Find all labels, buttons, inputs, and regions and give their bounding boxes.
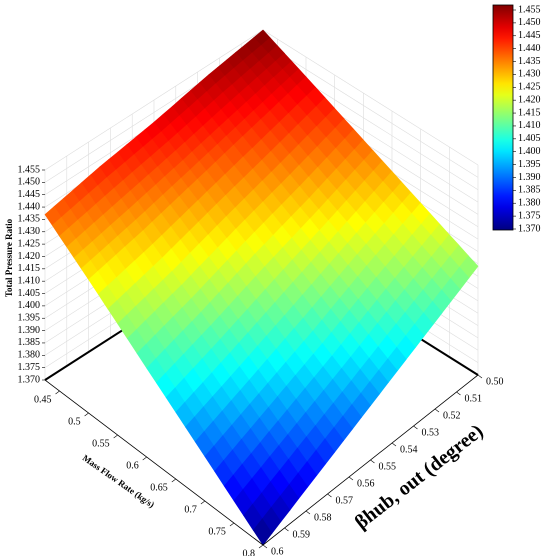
colorbar-tick-label: 1.445 (518, 30, 541, 41)
y-tick (434, 408, 440, 413)
z-tick-label: 1.415 (18, 263, 41, 274)
y-tick-label: 0.56 (357, 478, 375, 489)
z-tick-label: 1.405 (18, 288, 41, 299)
z-tick-label: 1.375 (18, 362, 41, 373)
y-tick (262, 544, 268, 549)
x-tick-label: 0.5 (68, 416, 81, 427)
z-tick-label: 1.430 (18, 226, 41, 237)
y-tick-label: 0.58 (314, 512, 332, 523)
x-tick-label: 0.75 (208, 526, 226, 537)
colorbar-tick-label: 1.380 (518, 198, 541, 209)
y-tick-label: 0.54 (400, 444, 418, 455)
colorbar (492, 4, 514, 231)
colorbar-tick-label: 1.440 (518, 43, 541, 54)
x-tick-label: 0.6 (126, 460, 139, 471)
z-tick-label: 1.435 (18, 214, 41, 225)
z-tick-label: 1.390 (18, 325, 41, 336)
colorbar-tick-label: 1.395 (518, 159, 541, 170)
surface (44, 29, 479, 546)
colorbar-tick-label: 1.430 (518, 69, 541, 80)
z-tick-label: 1.450 (18, 177, 41, 188)
z-tick-label: 1.385 (18, 337, 41, 348)
y-tick-label: 0.55 (379, 461, 397, 472)
x-tick-label: 0.7 (184, 504, 197, 515)
z-tick-label: 1.445 (18, 189, 41, 200)
colorbar-tick-label: 1.450 (518, 17, 541, 28)
y-tick (456, 391, 461, 396)
x-tick (84, 412, 89, 417)
y-tick (413, 425, 418, 430)
colorbar-tick-label: 1.455 (518, 4, 541, 15)
x-tick (113, 434, 118, 439)
z-tick-label: 1.370 (18, 374, 41, 385)
x-tick (258, 544, 264, 549)
y-tick-label: 0.59 (293, 529, 311, 540)
x-tick-label: 0.45 (34, 394, 52, 405)
z-tick-label: 1.400 (18, 300, 41, 311)
z-tick-label: 1.410 (18, 275, 41, 286)
y-tick-label: 0.52 (443, 410, 461, 421)
colorbar-tick-label: 1.435 (518, 56, 541, 67)
z-tick-label: 1.425 (18, 238, 41, 249)
z-tick-label: 1.440 (18, 201, 41, 212)
x-axis-title: Mass Flow Rate (kg/s) (81, 453, 157, 510)
y-tick (305, 510, 311, 515)
colorbar-tick-label: 1.370 (518, 223, 541, 234)
x-tick (55, 390, 60, 395)
x-tick (229, 522, 235, 527)
y-tick-label: 0.57 (336, 495, 354, 506)
colorbar-tick-label: 1.390 (518, 172, 541, 183)
z-tick-label: 1.380 (18, 350, 41, 361)
y-tick (284, 527, 289, 532)
y-tick (327, 493, 332, 498)
colorbar-tick-label: 1.400 (518, 146, 541, 157)
x-tick (200, 500, 206, 505)
colorbar-tick-label: 1.420 (518, 94, 541, 105)
colorbar-tick-label: 1.375 (518, 210, 541, 221)
colorbar-tick-label: 1.415 (518, 107, 541, 118)
y-tick-label: 0.50 (486, 376, 504, 387)
y-tick (391, 442, 397, 447)
colorbar-tick-label: 1.405 (518, 133, 541, 144)
y-tick-label: 0.53 (422, 427, 440, 438)
x-tick-label: 0.55 (92, 438, 110, 449)
x-tick (142, 456, 147, 461)
colorbar-tick-label: 1.385 (518, 185, 541, 196)
z-tick-label: 1.420 (18, 251, 41, 262)
z-axis-title: Total Pressure Ratio (4, 218, 14, 297)
z-tick-label: 1.395 (18, 313, 41, 324)
y-axis-title: βhub, out (degree) (351, 420, 488, 534)
y-tick-label: 0.6 (271, 546, 284, 556)
y-tick-label: 0.51 (465, 393, 483, 404)
y-tick (477, 374, 483, 379)
base-edge (44, 379, 264, 546)
z-tick-label: 1.455 (18, 164, 41, 175)
x-tick-label: 0.65 (150, 482, 168, 493)
y-tick (348, 476, 354, 481)
x-tick-label: 0.8 (243, 548, 256, 556)
colorbar-tick-label: 1.410 (518, 120, 541, 131)
x-tick (171, 478, 176, 483)
y-tick (370, 459, 375, 464)
colorbar-tick-label: 1.425 (518, 82, 541, 93)
